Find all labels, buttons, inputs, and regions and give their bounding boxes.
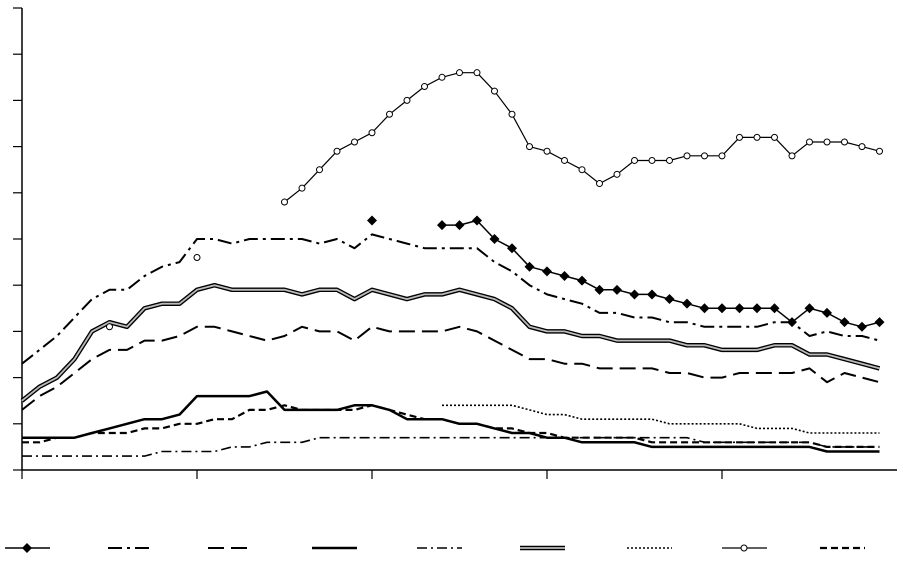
marker — [753, 133, 761, 141]
marker — [473, 69, 481, 77]
marker — [839, 317, 850, 328]
marker — [788, 152, 796, 160]
marker — [489, 234, 500, 244]
marker — [857, 321, 867, 332]
legend-item — [722, 544, 767, 552]
series-line — [21, 284, 880, 402]
marker — [543, 147, 551, 155]
series-line — [442, 219, 880, 328]
marker — [841, 138, 848, 146]
marker — [524, 261, 535, 272]
marker — [682, 298, 692, 309]
marker — [298, 184, 306, 192]
marker — [734, 303, 745, 314]
series-line — [21, 325, 880, 411]
marker — [771, 133, 778, 141]
series — [106, 69, 883, 331]
marker — [437, 220, 447, 231]
marker — [823, 138, 831, 146]
marker — [701, 152, 708, 160]
marker — [858, 143, 866, 151]
marker — [876, 147, 883, 155]
marker — [561, 156, 568, 164]
marker — [683, 152, 691, 160]
marker — [386, 110, 393, 118]
series-line — [442, 404, 880, 434]
marker — [578, 166, 586, 174]
marker — [718, 152, 726, 160]
marker — [806, 138, 813, 146]
series — [367, 215, 885, 332]
marker — [612, 284, 622, 295]
marker — [438, 73, 446, 81]
marker — [507, 243, 517, 254]
marker — [594, 284, 605, 295]
marker — [22, 543, 32, 553]
marker — [559, 270, 570, 281]
series-line — [21, 233, 880, 365]
marker — [577, 275, 587, 286]
marker — [596, 180, 603, 188]
legend-item — [5, 543, 50, 553]
series — [22, 404, 880, 448]
marker — [367, 215, 377, 226]
series — [21, 233, 880, 365]
marker — [403, 96, 411, 104]
marker — [666, 156, 673, 164]
marker — [508, 110, 516, 118]
marker — [526, 143, 533, 151]
marker — [822, 307, 832, 318]
series-line-outline — [20, 282, 881, 403]
marker — [491, 87, 498, 95]
marker — [281, 198, 288, 206]
marker — [333, 147, 341, 155]
series — [21, 325, 880, 411]
marker — [542, 266, 552, 277]
marker — [631, 156, 638, 164]
marker — [456, 69, 463, 77]
marker — [421, 83, 428, 91]
marker — [193, 253, 201, 261]
marker — [316, 166, 323, 174]
series-line — [22, 390, 880, 453]
marker — [106, 323, 113, 331]
series — [20, 282, 881, 403]
marker — [368, 129, 376, 137]
marker — [664, 294, 675, 305]
marker — [804, 303, 815, 314]
series — [22, 436, 880, 457]
marker — [613, 170, 621, 178]
marker — [629, 289, 640, 300]
marker — [648, 156, 656, 164]
series-line — [22, 436, 880, 457]
series — [22, 390, 880, 453]
marker — [472, 215, 482, 226]
marker — [699, 303, 710, 314]
marker — [717, 303, 727, 314]
marker — [874, 317, 885, 328]
marker — [647, 289, 657, 300]
series-line — [284, 72, 880, 203]
marker — [740, 544, 748, 552]
marker — [736, 133, 743, 141]
marker — [351, 138, 358, 146]
marker — [454, 220, 465, 231]
marker — [752, 303, 762, 314]
series-line — [22, 404, 880, 448]
series — [442, 404, 880, 434]
marker — [769, 303, 780, 314]
